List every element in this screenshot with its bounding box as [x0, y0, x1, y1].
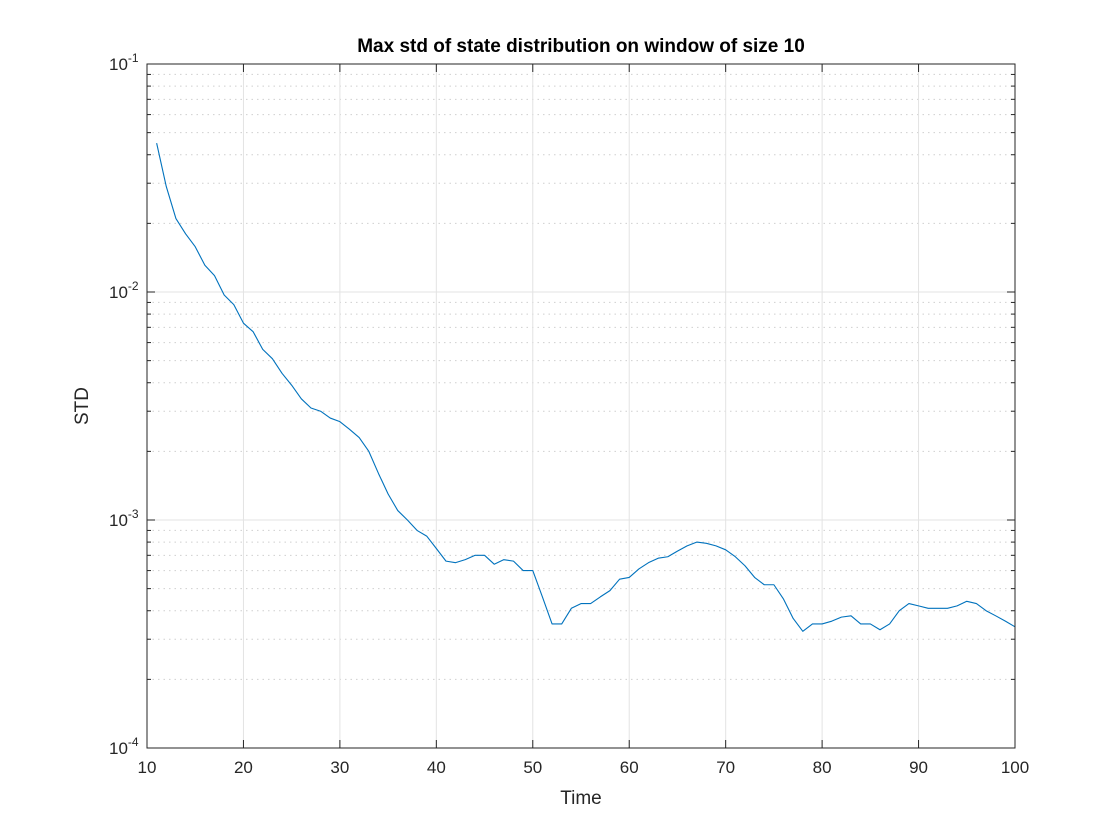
- x-tick-label: 90: [909, 758, 928, 777]
- y-tick-label: 10-4: [109, 735, 139, 758]
- y-tick-label: 10-1: [109, 51, 139, 74]
- x-tick-label: 10: [138, 758, 157, 777]
- x-tick-label: 30: [330, 758, 349, 777]
- x-tick-label: 100: [1001, 758, 1029, 777]
- y-tick-exponent: -1: [128, 51, 139, 65]
- x-tick-label: 60: [620, 758, 639, 777]
- plot-area: [147, 64, 1015, 748]
- axes-box: [146, 63, 1016, 749]
- y-tick-exponent: -4: [128, 735, 139, 749]
- y-tick-exponent: -3: [128, 507, 139, 521]
- y-tick-label: 10-2: [109, 279, 139, 302]
- y-tick-base: 10: [109, 739, 128, 758]
- y-tick-exponent: -2: [128, 279, 139, 293]
- axes: [146, 63, 1016, 749]
- y-tick-base: 10: [109, 55, 128, 74]
- x-tick-label: 40: [427, 758, 446, 777]
- major-grid: [147, 64, 1015, 748]
- x-tick-label: 20: [234, 758, 253, 777]
- series-layer: [156, 142, 1016, 632]
- chart-title: Max std of state distribution on window …: [357, 36, 805, 57]
- y-tick-label: 10-3: [109, 507, 139, 530]
- x-tick-label: 80: [813, 758, 832, 777]
- x-tick-label: 70: [716, 758, 735, 777]
- y-axis-label: STD: [72, 387, 93, 425]
- x-axis-label: Time: [560, 788, 602, 809]
- x-tick-label: 50: [523, 758, 542, 777]
- y-tick-base: 10: [109, 283, 128, 302]
- series-line: [156, 142, 1016, 632]
- y-tick-base: 10: [109, 511, 128, 530]
